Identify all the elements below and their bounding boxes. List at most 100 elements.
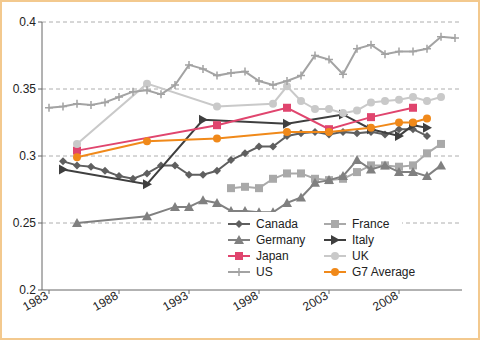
point [171, 81, 179, 89]
point [213, 121, 221, 129]
point [423, 114, 431, 122]
chart-wrap: 0.20.250.30.350.419831988199319982003200… [0, 0, 480, 340]
point [255, 184, 263, 192]
point [129, 88, 137, 96]
point [283, 77, 291, 85]
point [269, 143, 277, 151]
point [115, 93, 123, 101]
point [395, 47, 403, 55]
point [409, 104, 417, 112]
series-line [49, 37, 455, 108]
point [325, 105, 333, 113]
x-tick-label: 1993 [160, 288, 190, 314]
legend-label: G7 Average [352, 265, 415, 279]
legend-label: Japan [256, 249, 289, 263]
point [380, 160, 390, 169]
legend-marker [331, 220, 339, 228]
point [157, 90, 165, 98]
legend-marker [235, 268, 243, 276]
legend-marker [235, 220, 243, 228]
point [437, 33, 445, 41]
y-tick-label: 0.35 [13, 82, 37, 96]
grid-line [42, 22, 462, 23]
point [213, 102, 221, 110]
legend-label: UK [352, 249, 369, 263]
point [297, 129, 305, 137]
point [142, 211, 152, 220]
point [255, 143, 263, 151]
point [367, 98, 375, 106]
x-tick [49, 290, 50, 294]
point [283, 104, 291, 112]
point [423, 97, 431, 105]
point [59, 164, 68, 174]
point [325, 128, 333, 136]
point [339, 70, 347, 78]
point [101, 167, 109, 175]
legend-marker [331, 235, 340, 245]
point [87, 101, 95, 109]
point [409, 93, 417, 101]
grid-line [42, 156, 462, 157]
point [73, 161, 81, 169]
point [185, 171, 193, 179]
point [324, 175, 334, 184]
point [394, 167, 404, 176]
point [269, 81, 277, 89]
point [283, 128, 291, 136]
legend-label: Canada [256, 217, 298, 231]
point [184, 202, 194, 211]
legend: CanadaFranceGermanyItalyJapanUKUSG7 Aver… [222, 212, 415, 284]
series-line [231, 144, 441, 188]
point [409, 47, 417, 55]
x-tick [259, 290, 260, 294]
point [227, 69, 235, 77]
point [213, 167, 221, 175]
point [395, 131, 404, 141]
point [436, 160, 446, 169]
point [437, 140, 445, 148]
point [213, 135, 221, 143]
point [73, 100, 81, 108]
point [395, 96, 403, 104]
point [241, 149, 249, 157]
point [352, 155, 362, 164]
point [366, 164, 376, 173]
point [311, 52, 319, 60]
point [282, 198, 292, 207]
x-tick [189, 290, 190, 294]
point [241, 68, 249, 76]
point [101, 98, 109, 106]
point [353, 106, 361, 114]
point [338, 171, 348, 180]
point [199, 65, 207, 73]
point [423, 123, 432, 133]
y-tick-label: 0.3 [19, 149, 36, 163]
point [367, 113, 375, 121]
y-tick [38, 156, 42, 157]
point [73, 153, 81, 161]
plot-area [45, 33, 459, 227]
point [310, 178, 320, 187]
y-tick-label: 0.4 [19, 15, 36, 29]
point [185, 61, 193, 69]
legend-label: France [352, 217, 390, 231]
point [227, 156, 235, 164]
legend-marker [235, 252, 243, 260]
series [59, 125, 431, 183]
point [227, 184, 235, 192]
x-tick-label: 1998 [230, 288, 260, 314]
point [423, 149, 431, 157]
series [45, 33, 459, 112]
y-tick-label: 0.25 [13, 216, 37, 230]
y-tick [38, 22, 42, 23]
point [59, 102, 67, 110]
point [297, 97, 305, 105]
point [171, 161, 179, 169]
point [367, 41, 375, 49]
point [297, 72, 305, 80]
point [353, 168, 361, 176]
point [296, 193, 306, 202]
point [143, 86, 151, 94]
chart: 0.20.250.30.350.419831988199319982003200… [0, 0, 480, 340]
